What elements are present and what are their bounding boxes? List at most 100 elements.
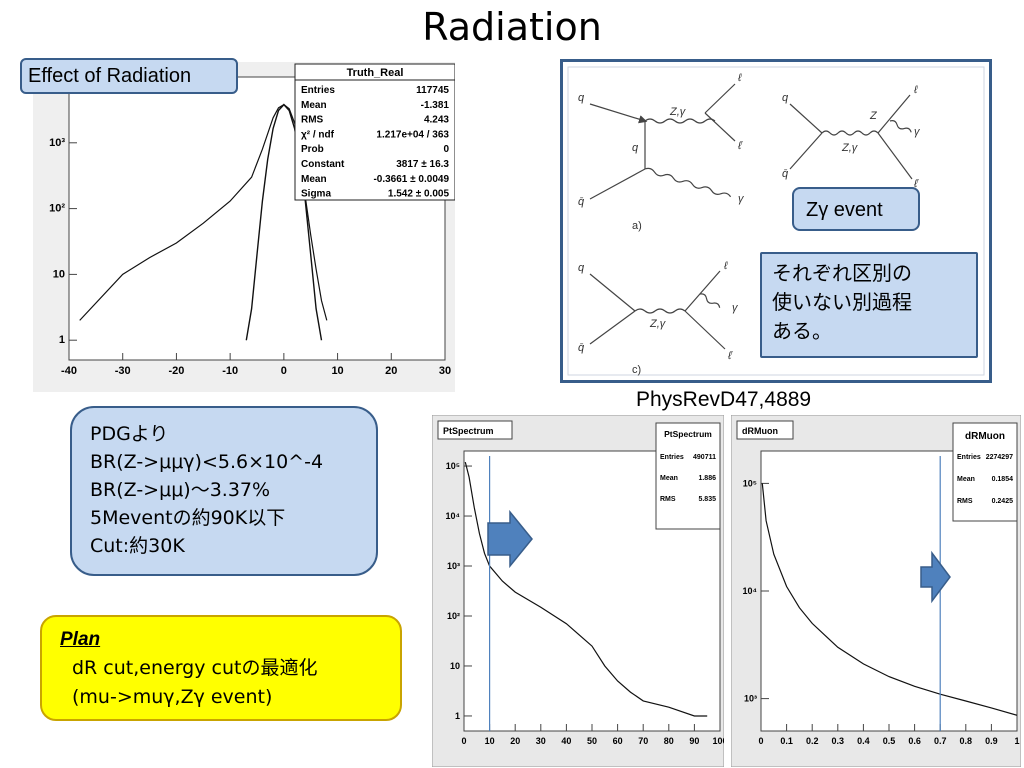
stat-value: 5.835: [698, 496, 716, 503]
dr-arrow-icon: [920, 550, 951, 604]
x-tick-label: 0: [281, 365, 287, 377]
pt-stats: Entries 490711 Mean 1.886 RMS 5.835: [660, 454, 716, 503]
stat-key: Sigma: [301, 189, 331, 200]
stat-value: 3817 ± 16.3: [396, 159, 449, 170]
y-tick-label: 10³: [49, 137, 65, 149]
pt-stats-title: PtSpectrum: [664, 429, 712, 439]
y-tick-label: 10⁴: [446, 511, 460, 521]
truth-real-title: Truth_Real: [347, 67, 404, 79]
pt-title-box: [437, 420, 513, 440]
x-tick-label: 0.6: [908, 736, 921, 746]
label-zg-c: Z,γ: [649, 318, 667, 330]
y-tick-label: 10: [450, 661, 460, 671]
y-tick-label: 10⁵: [743, 478, 757, 488]
y-tick-label: 10²: [447, 611, 460, 621]
x-tick-label: 1: [1014, 736, 1019, 746]
note-line: 使いない別過程: [772, 290, 912, 314]
pdg-line: 5Meventの約90K以下: [90, 507, 286, 529]
label-qbar-c: q̄: [578, 342, 585, 354]
label-zg-b: Z,γ: [841, 142, 859, 154]
feynman-diagram-a: [589, 83, 736, 200]
stat-value: 0.2425: [992, 498, 1014, 505]
dr-title: dRMuon: [742, 426, 778, 436]
series-line: [245, 103, 323, 341]
stat-key: RMS: [301, 115, 324, 126]
pdg-line: Cut:約30K: [90, 535, 185, 557]
x-tick-label: 0.5: [883, 736, 896, 746]
stat-value: 2274297: [986, 454, 1013, 461]
stat-value: 0: [443, 144, 449, 155]
y-tick-label: 10: [53, 268, 65, 280]
stat-key: Entries: [301, 85, 335, 96]
y-tick-label: 1: [59, 334, 65, 346]
reference-citation: PhysRevD47,4889: [636, 388, 812, 411]
dr-title-box: [736, 420, 794, 440]
x-tick-label: 70: [638, 736, 648, 746]
label-lbar-b: ℓ̄: [913, 178, 920, 190]
dr-stats-box: [952, 422, 1018, 522]
pt-stats-box: [655, 422, 721, 530]
x-tick-label: 40: [561, 736, 571, 746]
stat-value: 4.243: [424, 115, 449, 126]
stat-value: -0.3661 ± 0.0049: [373, 174, 449, 185]
stat-key: Prob: [301, 144, 324, 155]
x-tick-label: 0: [461, 736, 466, 746]
label-zg-a: Z,γ: [669, 106, 687, 118]
x-tick-label: 0.1: [780, 736, 793, 746]
slide-title: Radiation: [422, 5, 602, 49]
feynman-diagram-b: [789, 94, 913, 180]
pdg-line: BR(Z->μμγ)<5.6×10^-4: [90, 451, 324, 473]
label-l-a: ℓ: [737, 72, 742, 84]
stat-key: Constant: [301, 159, 345, 170]
x-tick-label: 10: [485, 736, 495, 746]
stat-value: 1.542 ± 0.005: [388, 189, 450, 200]
stat-key: Entries: [957, 454, 981, 461]
x-tick-label: 20: [385, 365, 397, 377]
dr-stats: Entries 2274297 Mean 0.1854 RMS 0.2425: [957, 454, 1013, 505]
truth-real-stats-box: [294, 63, 455, 201]
pdg-branching-ratio-box: PDGより BR(Z->μμγ)<5.6×10^-4 BR(Z->μμ)〜3.3…: [70, 406, 378, 576]
x-tick-label: 0.9: [985, 736, 998, 746]
stat-key: Mean: [957, 476, 975, 483]
effect-of-radiation-label: Effect of Radiation: [20, 58, 238, 94]
x-tick-label: 20: [510, 736, 520, 746]
stat-key: Entries: [660, 454, 684, 461]
x-tick-label: 80: [664, 736, 674, 746]
pt-spectrum-chart: PtSpectrum 010203040506070809010011010²1…: [432, 415, 724, 767]
note-line: ある。: [772, 319, 832, 343]
stat-value: 117745: [416, 85, 449, 96]
stat-value: 1.217e+04 / 363: [376, 129, 449, 140]
zgamma-event-label: Zγ event: [792, 187, 920, 231]
truth-real-stats: Entries 117745 Mean -1.381 RMS 4.243 χ² / ndf 1…: [301, 85, 449, 200]
label-qbar-b: q̄: [782, 168, 789, 180]
y-tick-label: 10²: [49, 203, 65, 215]
stat-key: Mean: [660, 475, 678, 482]
pt-title: PtSpectrum: [443, 426, 494, 436]
x-tick-label: 50: [587, 736, 597, 746]
x-tick-label: 60: [613, 736, 623, 746]
dr-stats-title: dRMuon: [965, 431, 1005, 442]
feynman-diagram-c: [589, 270, 726, 350]
stat-key: Mean: [301, 174, 327, 185]
y-tick-label: 10³: [447, 561, 460, 571]
x-tick-label: 0.8: [960, 736, 973, 746]
dr-muon-chart: dRMuon 0 0.1 0.2 0.3 0.4 0.5 0.6 0.7 0.8 0.9 1 10³ 1…: [731, 415, 1021, 767]
x-tick-label: 0.4: [857, 736, 870, 746]
stat-value: 1.886: [698, 475, 716, 482]
x-tick-label: 0.2: [806, 736, 819, 746]
pt-arrow-icon: [487, 509, 533, 569]
plan-line: (mu->muγ,Zγ event): [72, 686, 273, 708]
series-line: [464, 461, 708, 717]
label-qbar-a: q̄: [578, 196, 585, 208]
x-tick-label: 30: [536, 736, 546, 746]
distinct-process-note: それぞれ区別の 使いない別過程 ある。: [760, 252, 978, 358]
label-q-b: q: [782, 92, 789, 104]
panel-a-label: a): [632, 220, 642, 232]
label-lbar-a: ℓ̄: [737, 140, 744, 152]
stat-value: 490711: [693, 454, 716, 461]
x-tick-label: -30: [115, 365, 131, 377]
note-line: それぞれ区別の: [772, 261, 912, 285]
x-tick-label: 0.7: [934, 736, 947, 746]
pdg-line: BR(Z->μμ)〜3.37%: [90, 479, 271, 501]
